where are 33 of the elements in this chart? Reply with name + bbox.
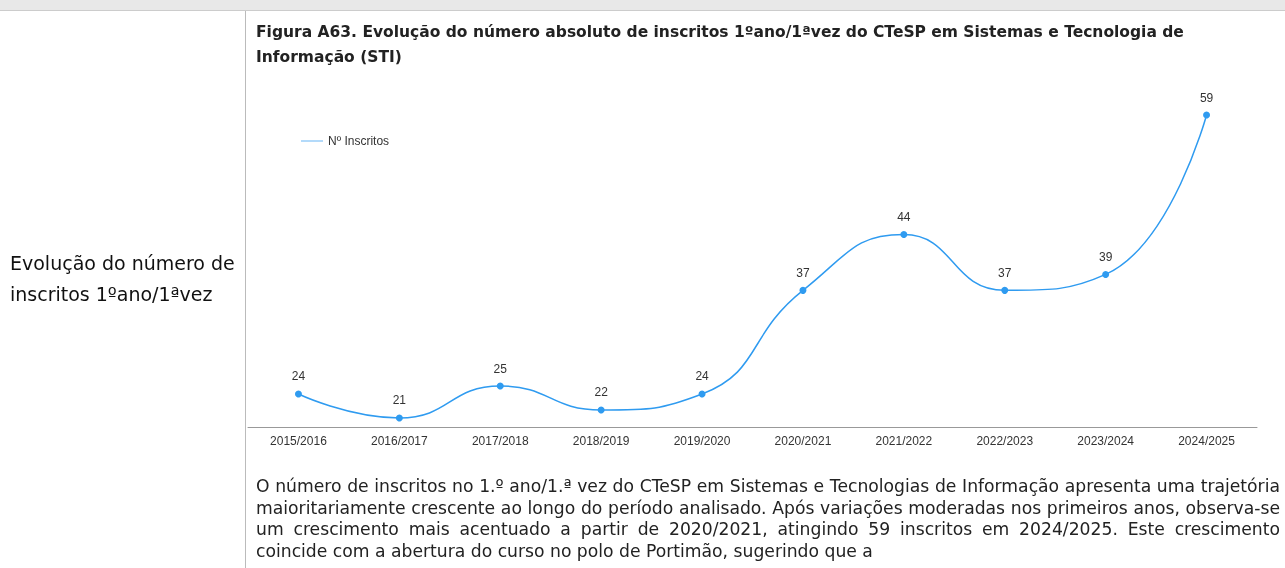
point	[294, 390, 302, 398]
data-label: 22	[594, 385, 609, 400]
data-label: 59	[1199, 90, 1214, 105]
x-tick-label: 2020/2021	[774, 434, 832, 448]
point	[395, 414, 403, 422]
data-label: 39	[1098, 249, 1113, 264]
data-label: 21	[392, 393, 407, 408]
data-label: 37	[998, 265, 1012, 280]
x-tick-label: 2022/2023	[976, 434, 1034, 448]
data-label: 44	[897, 210, 911, 225]
legend-label: Nº Inscritos	[328, 134, 390, 148]
x-tick-label: 2023/2024	[1077, 434, 1135, 448]
data-label: 24	[695, 369, 710, 384]
point	[1001, 286, 1009, 294]
data-label: 25	[493, 361, 508, 376]
text: Evolução do número de inscritos 1ºano/1ªvez	[10, 251, 236, 307]
point	[1203, 111, 1211, 119]
x-tick-label: 2015/2016	[270, 434, 328, 448]
x-tick-label: 2017/2018	[471, 434, 529, 448]
point	[1102, 270, 1110, 278]
data-label: 24	[291, 369, 306, 384]
point	[597, 406, 605, 414]
x-tick-label: 2018/2019	[572, 434, 630, 448]
text: O número de inscritos no 1.º ano/1.ª vez do CTeSP em Sistemas e Tecnologias de Informação apresenta uma trajetória maioritariamente crescente ao longo do período analisado. Após variações moderadas nos primeiros anos, observa-se um crescimento mais acentuado a partir de 2020/2021, atingindo 59 inscritos em 2024/2025. Este crescimento coincide com a abertura do curso no polo de Portimão, sugerindo que a	[256, 476, 1280, 562]
point	[900, 231, 908, 239]
x-tick-label: 2019/2020	[673, 434, 731, 448]
point	[799, 286, 807, 294]
x-tick-label: 2021/2022	[875, 434, 933, 448]
data-label: 37	[796, 265, 810, 280]
point	[496, 382, 504, 390]
x-tick-label: 2024/2025	[1178, 434, 1236, 448]
x-tick-label: 2016/2017	[370, 434, 429, 448]
chart-title: Figura A63. Evolução do número absoluto de inscritos 1ºano/1ªvez do CTeSP em Sistemas e Tecnologia de Informação (STI)	[256, 22, 1185, 68]
